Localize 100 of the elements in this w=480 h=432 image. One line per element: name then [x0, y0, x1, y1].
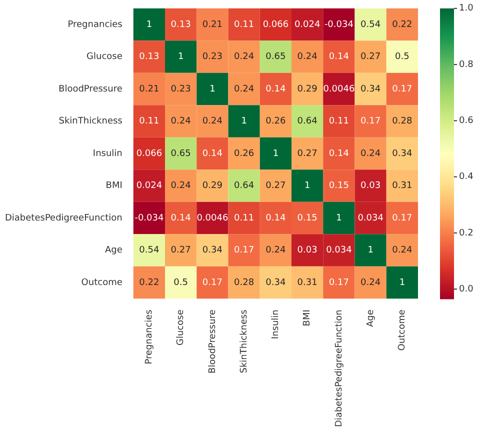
data-label: -0.034	[134, 213, 164, 224]
data-label: 0.14	[170, 213, 192, 224]
color-bar-label: 0.4	[459, 172, 474, 182]
data-label: 0.22	[392, 20, 412, 30]
data-label: 0.24	[170, 181, 192, 192]
data-label: 0.0046	[323, 84, 355, 94]
data-label: 0.13	[139, 52, 160, 62]
data-label: 0.24	[360, 278, 381, 288]
data-label: 0.11	[139, 116, 160, 127]
data-label: 0.64	[297, 116, 318, 127]
data-label: 0.066	[262, 20, 289, 30]
x-tick-label: Outcome	[398, 309, 408, 351]
data-label: -0.034	[324, 20, 354, 30]
data-label: 0.5	[174, 278, 188, 288]
x-tick-label: BloodPressure	[208, 309, 218, 374]
data-label: 0.34	[360, 84, 381, 94]
y-tick-label: Insulin	[92, 148, 122, 159]
data-label: 0.24	[170, 116, 192, 127]
data-label: 0.31	[392, 181, 412, 192]
data-label: 0.24	[392, 246, 412, 256]
data-label: 0.14	[202, 148, 223, 159]
data-label: 0.27	[266, 181, 286, 192]
data-label: 0.24	[202, 116, 223, 127]
data-label: 0.29	[297, 84, 318, 94]
data-label: 0.31	[297, 278, 318, 288]
data-label: 0.34	[392, 148, 412, 159]
data-label: 0.24	[234, 52, 254, 62]
data-label: 0.28	[392, 116, 412, 127]
data-label: 0.24	[297, 52, 318, 62]
y-tick-label: Glucose	[86, 52, 123, 62]
data-label: 0.13	[170, 20, 191, 30]
data-label: 0.34	[202, 246, 223, 256]
data-label: 0.5	[395, 52, 410, 62]
data-label: 0.21	[202, 20, 222, 30]
data-label: 0.14	[328, 52, 350, 62]
data-label: 0.024	[294, 20, 320, 30]
data-label: 1	[399, 278, 406, 288]
data-label: 0.17	[234, 246, 254, 256]
data-label: 0.14	[266, 213, 286, 224]
data-label: 0.28	[234, 278, 254, 288]
x-tick-label: SkinThickness	[239, 309, 250, 374]
data-label: 0.54	[360, 20, 381, 30]
data-label: 0.066	[136, 148, 162, 159]
data-label: 0.27	[297, 148, 318, 159]
color-bar-label: 1.0	[459, 4, 474, 14]
data-label: 0.11	[234, 213, 254, 224]
data-label: 0.24	[360, 148, 381, 159]
y-tick-label: SkinThickness	[58, 116, 123, 127]
data-label: 0.17	[328, 278, 349, 288]
data-label: 0.24	[266, 246, 286, 256]
data-label: 0.64	[234, 181, 254, 192]
data-label: 1	[146, 20, 152, 30]
data-label: 1	[304, 181, 310, 192]
data-label: 0.54	[139, 246, 160, 256]
data-label: 0.17	[202, 278, 222, 288]
data-label: 0.24	[234, 84, 254, 94]
data-label: 0.17	[392, 84, 412, 94]
data-label: 0.17	[392, 213, 412, 224]
data-label: 1	[178, 52, 184, 62]
data-label: 0.23	[202, 52, 222, 62]
data-label: 0.11	[328, 116, 349, 127]
y-tick-label: Outcome	[81, 278, 123, 288]
data-label: 0.23	[170, 84, 191, 94]
data-label: 0.22	[139, 278, 160, 288]
data-label: 1	[336, 213, 342, 224]
x-tick-label: DiabetesPedigreeFunction	[334, 310, 344, 428]
data-label: 0.17	[360, 116, 381, 127]
data-label: 0.34	[266, 278, 286, 288]
data-label: 0.29	[202, 181, 223, 192]
color-bar-label: 0.2	[459, 228, 474, 238]
data-label: 0.024	[136, 181, 162, 192]
data-label: 0.0046	[196, 213, 228, 224]
y-tick-label: Age	[104, 246, 123, 256]
data-label: 0.15	[297, 213, 318, 224]
data-label: 1	[368, 246, 374, 256]
x-tick-label: Insulin	[271, 310, 282, 340]
data-label: 0.65	[266, 52, 286, 62]
x-tick-label: BMI	[302, 310, 313, 326]
data-label: 0.03	[360, 181, 381, 192]
color-bar-label: 0.0	[459, 284, 474, 294]
data-label: 0.034	[326, 246, 352, 256]
data-label: 0.15	[328, 181, 349, 192]
color-bar-label: 0.8	[459, 60, 474, 70]
data-label: 0.65	[170, 148, 191, 159]
x-tick-label: Glucose	[176, 309, 186, 346]
data-label: 0.14	[328, 148, 350, 159]
data-label: 1	[210, 84, 216, 94]
data-label: 0.03	[297, 246, 318, 256]
data-label: 0.21	[139, 84, 160, 94]
y-tick-label: DiabetesPedigreeFunction	[4, 213, 122, 224]
y-tick-label: BMI	[106, 181, 122, 192]
data-label: 0.26	[234, 148, 254, 159]
data-label: 0.14	[266, 84, 286, 94]
color-bar-label: 0.6	[459, 116, 474, 126]
y-tick-label: BloodPressure	[58, 84, 123, 94]
data-label: 0.034	[358, 213, 384, 224]
data-label: 1	[272, 148, 279, 159]
y-tick-label: Pregnancies	[68, 20, 123, 30]
data-label: 0.26	[266, 116, 286, 127]
data-label: 0.27	[360, 52, 381, 62]
